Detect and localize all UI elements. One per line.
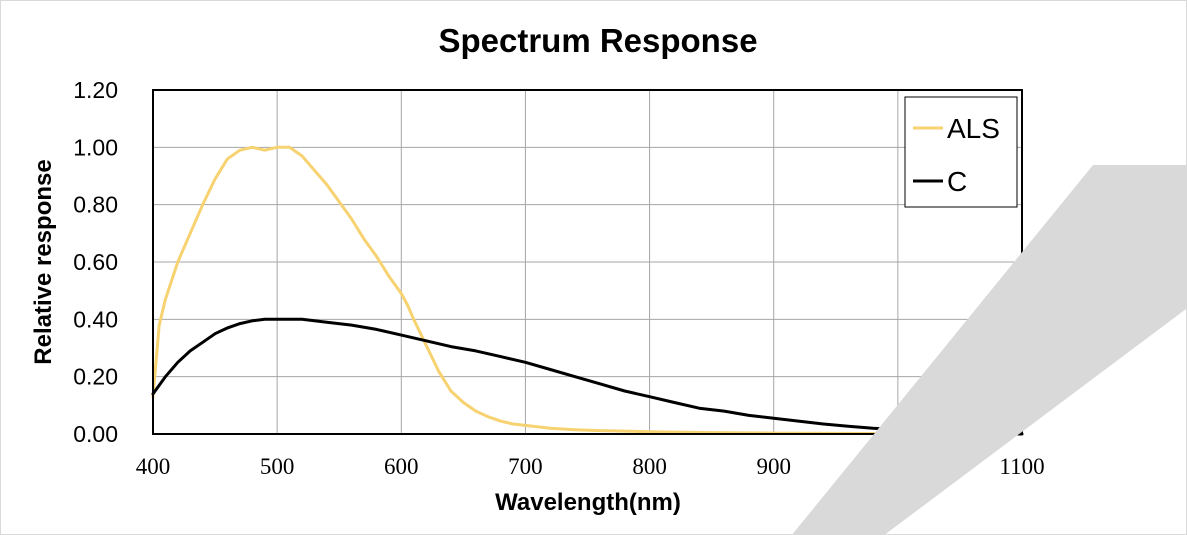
legend-label-c: C — [947, 166, 967, 197]
x-tick-label: 900 — [756, 454, 791, 479]
grid-lines — [153, 90, 1022, 434]
series-line-c — [151, 317, 1024, 436]
x-tick-label: 500 — [260, 454, 295, 479]
legend-label-als: ALS — [947, 113, 1000, 144]
y-tick-labels: 0.00 0.20 0.40 0.60 0.80 1.00 1.20 — [73, 77, 118, 447]
y-tick-label: 0.60 — [73, 249, 118, 275]
x-tick-label: 1100 — [999, 454, 1044, 479]
legend-box — [904, 96, 1018, 208]
y-tick-label: 1.20 — [73, 77, 118, 103]
series-line-als — [151, 145, 1024, 436]
y-tick-label: 0.20 — [73, 364, 118, 390]
series-lines — [151, 145, 1024, 436]
watermark-stroke — [792, 165, 1186, 534]
x-tick-label: 800 — [632, 454, 667, 479]
y-tick-label: 1.00 — [73, 134, 118, 160]
x-tick-label: 700 — [508, 454, 543, 479]
y-tick-label: 0.80 — [73, 192, 118, 218]
legend: ALS C — [904, 96, 1018, 208]
x-tick-labels: 40050060070080090010001100 — [136, 454, 1045, 479]
y-tick-label: 0.00 — [73, 421, 118, 447]
x-tick-label: 400 — [136, 454, 171, 479]
y-axis-title: Relative response — [30, 159, 57, 364]
chart-title: Spectrum Response — [438, 22, 757, 59]
x-tick-label: 600 — [384, 454, 419, 479]
x-axis-title: Wavelength(nm) — [495, 489, 681, 516]
y-tick-label: 0.40 — [73, 306, 118, 332]
